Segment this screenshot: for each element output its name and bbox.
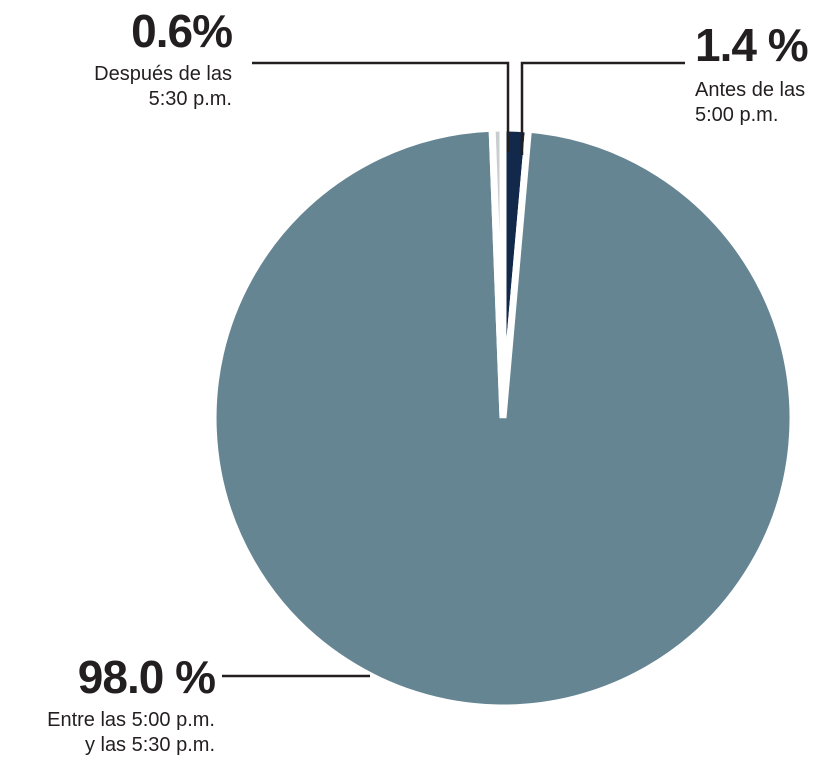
- value-label-between: 98.0 %: [77, 651, 216, 703]
- category-label-before-500: Antes de las 5:00 p.m.: [695, 79, 806, 126]
- pie-slice-after-530: [488, 124, 507, 419]
- value-label-after-530: 0.6%: [131, 5, 233, 57]
- value-label-before-500: 1.4 %: [695, 19, 809, 71]
- pie-slices: [209, 124, 797, 712]
- leader-lines: [222, 61, 685, 678]
- leader-line-after-530: [252, 61, 510, 152]
- leader-line-before-500: [520, 61, 685, 155]
- category-label-after-530: Después de las 5:30 p.m.: [94, 63, 232, 110]
- category-label-between: Entre las 5:00 p.m. y las 5:30 p.m.: [47, 709, 215, 756]
